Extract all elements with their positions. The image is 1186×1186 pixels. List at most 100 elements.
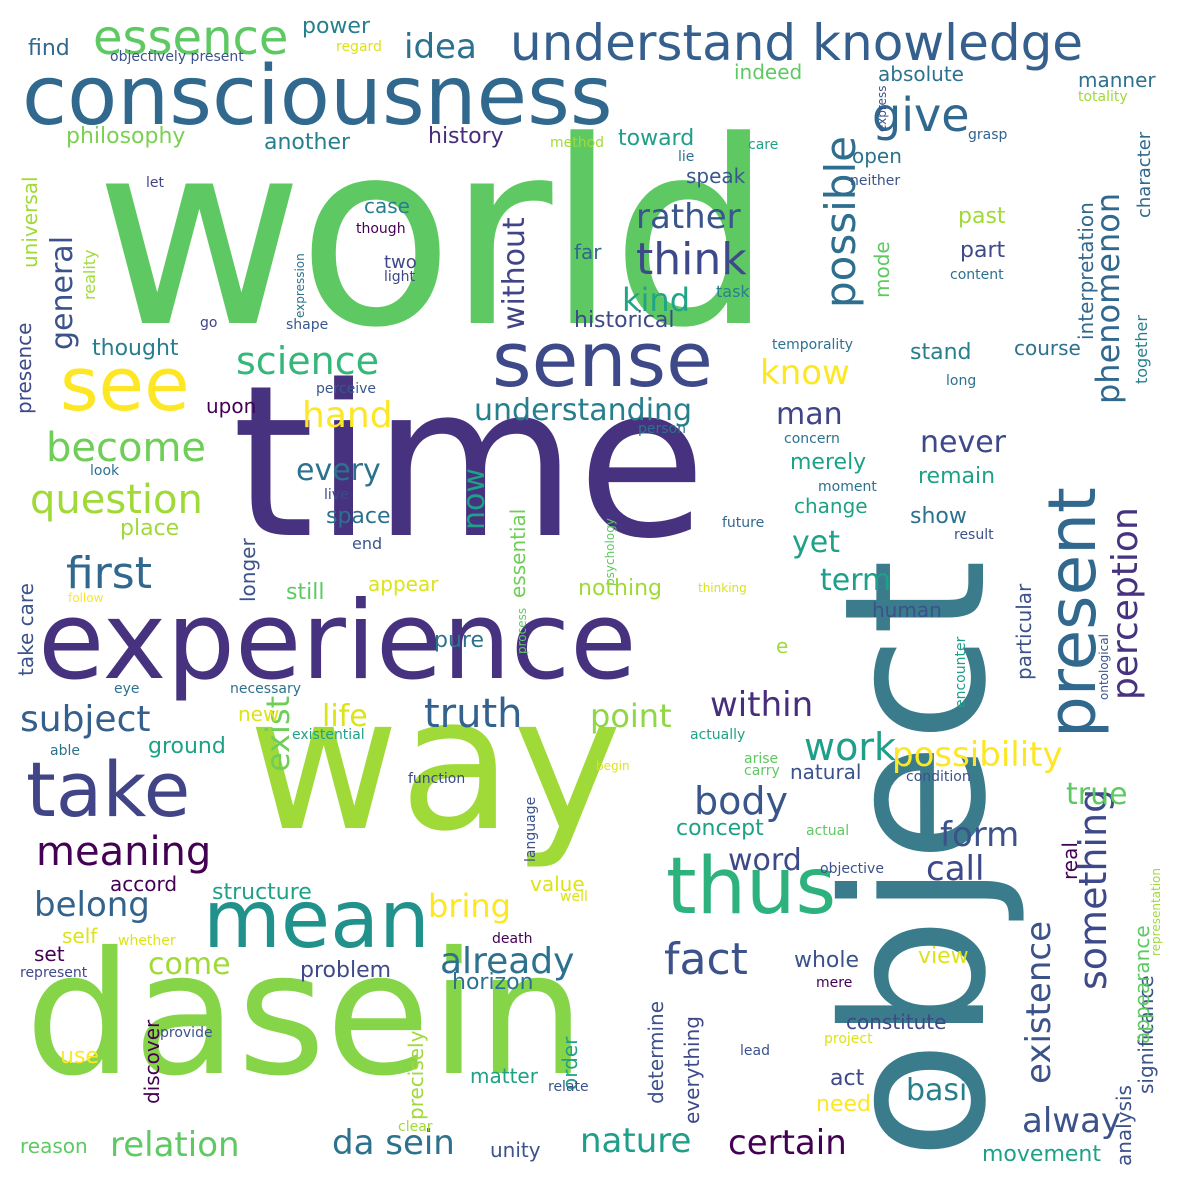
word: provide <box>160 1025 213 1041</box>
word: without <box>497 217 532 330</box>
word: give <box>872 88 970 142</box>
word: far <box>574 240 602 264</box>
word: look <box>90 463 120 479</box>
word: dasein <box>25 916 586 1114</box>
word: future <box>722 515 765 531</box>
word: true <box>1066 777 1128 812</box>
word: character <box>1134 131 1155 218</box>
word: part <box>960 238 1006 263</box>
word: universal <box>18 176 42 268</box>
word: open <box>852 144 902 168</box>
word: view <box>918 944 969 969</box>
word: place <box>120 516 180 541</box>
word: yet <box>792 525 840 560</box>
word: matter <box>470 1064 538 1088</box>
word: thinking <box>698 581 747 595</box>
word: objective <box>820 861 884 877</box>
word: natural <box>790 760 862 784</box>
word: need <box>816 1092 871 1117</box>
word: term <box>820 563 892 598</box>
word: question <box>30 477 203 523</box>
word: relation <box>110 1125 240 1165</box>
word: particular <box>1012 583 1036 680</box>
word: analysis <box>1112 1085 1136 1166</box>
word: work <box>804 725 896 769</box>
word: present <box>1034 487 1111 738</box>
word: whole <box>794 948 860 973</box>
word: person <box>638 421 686 437</box>
word: everything <box>680 1016 704 1124</box>
word: hand <box>302 395 393 436</box>
word: possibility <box>892 735 1063 775</box>
word: determine <box>644 1000 668 1104</box>
word: existential <box>292 727 365 743</box>
word: mode <box>870 241 894 298</box>
word: neither <box>850 173 901 189</box>
word: another <box>264 130 351 155</box>
word: movement <box>982 1142 1101 1167</box>
word: light <box>384 269 416 285</box>
word: temporality <box>772 337 854 353</box>
word: case <box>364 194 410 218</box>
word: function <box>408 771 466 787</box>
word: concern <box>784 431 840 447</box>
word: objectively present <box>110 49 244 65</box>
word: course <box>1014 336 1081 360</box>
word: relate <box>548 1079 589 1095</box>
word: understand knowledge <box>510 14 1084 72</box>
word: merely <box>790 450 867 475</box>
word: alway <box>1022 1101 1122 1141</box>
word: actual <box>806 823 850 839</box>
word: together <box>1132 315 1151 384</box>
word: able <box>50 743 80 759</box>
word: toward <box>618 126 695 151</box>
word: begin <box>596 759 630 773</box>
word: past <box>958 204 1006 229</box>
word: go <box>200 315 218 331</box>
word: accord <box>110 872 178 896</box>
word: fact <box>664 934 748 985</box>
word: set <box>34 942 65 966</box>
word: well <box>560 889 588 905</box>
word: essential <box>506 508 530 598</box>
word: know <box>760 353 850 393</box>
word: now <box>457 468 492 530</box>
word: perception <box>1105 507 1146 700</box>
word: come <box>148 947 231 982</box>
word: follow <box>68 591 104 605</box>
word: human <box>872 598 942 622</box>
word: lead <box>740 1043 770 1059</box>
word: content <box>950 267 1004 283</box>
word: eye <box>114 681 140 697</box>
word: bring <box>428 887 511 925</box>
word: ontological <box>1097 634 1111 700</box>
word: actually <box>690 727 746 743</box>
word: subject <box>20 699 151 740</box>
word: let <box>146 175 164 191</box>
word: already <box>440 941 575 982</box>
word: science <box>236 339 379 383</box>
word: arise <box>744 751 779 767</box>
word: power <box>302 14 370 39</box>
word: value <box>530 872 585 896</box>
word: method <box>550 135 605 151</box>
word: long <box>946 373 977 389</box>
word: condition <box>906 769 971 785</box>
word: thought <box>92 336 179 361</box>
word: something <box>1071 788 1115 990</box>
word: life <box>322 699 368 734</box>
word: existence <box>1019 920 1059 1084</box>
word: task <box>716 282 750 301</box>
word: history <box>428 124 504 149</box>
word: show <box>910 504 967 529</box>
word: though <box>356 221 406 237</box>
word: da sein <box>332 1123 455 1163</box>
word: use <box>60 1044 99 1069</box>
word: language <box>523 796 539 862</box>
word: longer <box>236 538 260 602</box>
word: space <box>326 504 391 529</box>
word: change <box>794 494 868 518</box>
word: mean <box>203 873 430 966</box>
word: expression <box>293 253 307 318</box>
